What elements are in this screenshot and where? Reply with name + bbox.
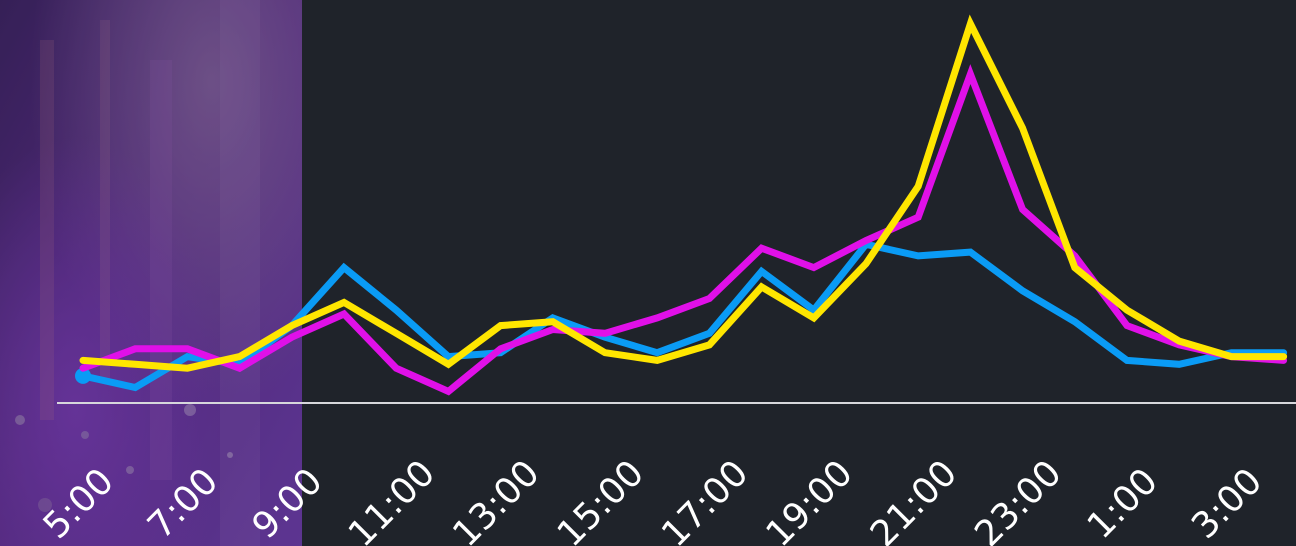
x-tick-label: 1:00	[1080, 461, 1166, 546]
series-1-point-0	[75, 367, 91, 384]
x-tick-label: 5:00	[36, 461, 122, 546]
x-tick-label: 15:00	[550, 453, 652, 546]
x-tick-label: 17:00	[654, 453, 756, 546]
background-photo-art	[0, 0, 302, 546]
series-line-1	[79, 240, 1288, 392]
series-line-3	[79, 14, 1288, 372]
series-line-2	[79, 64, 1288, 396]
x-tick-labels: 5:00 7:00 9:00 11:00 13:00 15:00 17:00 19:00 21:…	[36, 453, 1271, 546]
x-tick-label: 7:00	[140, 461, 226, 546]
x-tick-label: 21:00	[863, 453, 965, 546]
x-tick-label: 11:00	[341, 453, 443, 546]
x-tick-label: 3:00	[1184, 461, 1270, 546]
x-tick-label: 13:00	[445, 453, 547, 546]
series-layer	[75, 14, 1288, 396]
x-tick-label: 19:00	[758, 453, 860, 546]
x-tick-label: 9:00	[245, 461, 331, 546]
x-tick-label: 23:00	[967, 453, 1069, 546]
background-photo	[0, 0, 302, 546]
